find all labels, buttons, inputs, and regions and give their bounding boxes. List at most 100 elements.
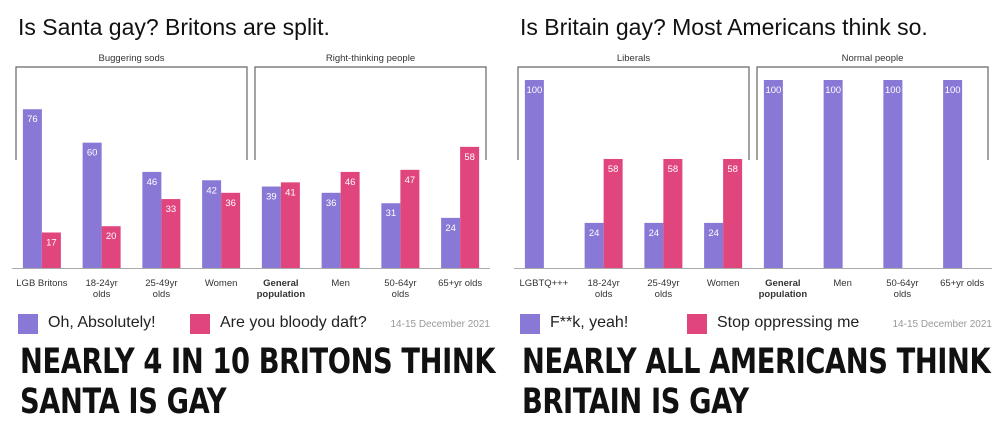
x-tick-label: population	[257, 289, 306, 300]
legend-label-series-a: F**k, yeah!	[550, 314, 629, 331]
bar-value-label: 24	[649, 228, 660, 239]
x-tick-label: population	[759, 289, 808, 300]
bar-series-a	[943, 80, 963, 268]
x-tick-label: olds	[392, 289, 410, 300]
bar-series-a	[22, 109, 42, 268]
bracket-line	[517, 66, 750, 160]
bar-value-label: 36	[225, 198, 236, 209]
caption-line-2: BRITAIN IS GAY	[522, 382, 749, 422]
x-tick-label: General	[263, 278, 298, 289]
caption-line-1: NEARLY 4 IN 10 BRITONS THINK	[20, 342, 496, 382]
bar-value-label: 100	[945, 85, 961, 96]
x-tick-label: Women	[707, 278, 740, 289]
category-group: 100 LGBTQ+++	[519, 80, 569, 289]
legend-label-series-a: Oh, Absolutely!	[48, 314, 156, 331]
bracket-label: Right-thinking people	[326, 53, 415, 64]
x-tick-label: olds	[655, 289, 673, 300]
right-chart-panel: Is Britain gay? Most Americans think so.…	[508, 0, 998, 433]
bar-series-a	[644, 222, 664, 268]
x-tick-label: 50-64yr	[384, 278, 416, 289]
x-tick-label: Men	[331, 278, 349, 289]
bar-series-b	[161, 199, 181, 268]
bar-value-label: 58	[608, 164, 619, 175]
bar-chart: 100LGBTQ+++245818-24yrolds245825-49yrold…	[514, 53, 992, 300]
bar-value-label: 33	[166, 204, 177, 215]
chart-legend: Oh, Absolutely! Are you bloody daft? 14-…	[18, 311, 494, 339]
bar-value-label: 20	[106, 231, 117, 242]
bar-series-b	[400, 169, 420, 268]
meme-caption: NEARLY ALL AMERICANS THINK BRITAIN IS GA…	[522, 342, 991, 422]
bar-value-label: 100	[765, 85, 781, 96]
legend-swatch-series-a	[18, 314, 38, 334]
left-chart-panel: Is Santa gay? Britons are split. 76 17 LGB…	[6, 0, 496, 433]
category-group: 76 17 LGB Britons	[16, 109, 68, 289]
chart-legend: F**k, yeah! Stop oppressing me 14-15 Dec…	[520, 311, 996, 339]
category-group: 42 36 Women	[202, 180, 241, 289]
x-tick-label: olds	[595, 289, 613, 300]
bar-value-label: 42	[206, 185, 217, 196]
bar-series-a	[321, 192, 341, 268]
x-tick-label: Women	[205, 278, 238, 289]
bar-series-b	[340, 171, 360, 268]
x-tick-label: 25-49yr	[145, 278, 177, 289]
x-tick-label: olds	[93, 289, 111, 300]
bracket-line	[15, 66, 248, 160]
bar-value-label: 47	[405, 175, 416, 186]
legend-label-series-b: Stop oppressing me	[717, 314, 860, 331]
bar-value-label: 100	[885, 85, 901, 96]
category-group: 100 Men	[823, 80, 852, 289]
bar-series-a	[584, 222, 604, 268]
bar-series-b	[221, 192, 241, 268]
bar-series-a	[381, 203, 401, 268]
bar-value-label: 24	[445, 223, 456, 234]
bar-value-label: 58	[727, 164, 738, 175]
bar-series-b	[603, 158, 623, 268]
bar-value-label: 58	[464, 152, 475, 163]
bar-value-label: 58	[668, 164, 679, 175]
bar-series-a	[202, 180, 222, 268]
bar-series-a	[261, 186, 281, 268]
x-tick-label: 18-24yr	[588, 278, 620, 289]
bar-series-a	[441, 217, 461, 268]
bar-value-label: 100	[526, 85, 542, 96]
x-tick-label: LGBTQ+++	[519, 278, 568, 289]
bar-series-b	[663, 158, 683, 268]
x-tick-label: 65+yr olds	[940, 278, 984, 289]
x-tick-label: olds	[894, 289, 912, 300]
bar-series-a	[704, 222, 724, 268]
survey-date: 14-15 December 2021	[892, 319, 992, 330]
group-bracket: Buggering sods	[15, 53, 248, 160]
chart-title: Is Santa gay? Britons are split.	[18, 14, 330, 40]
bar-value-label: 46	[345, 177, 356, 188]
bar-series-a	[142, 171, 162, 268]
bar-value-label: 24	[708, 228, 719, 239]
bar-series-a	[524, 80, 544, 268]
x-tick-label: General	[765, 278, 800, 289]
x-tick-label: 65+yr olds	[438, 278, 482, 289]
bar-value-label: 46	[147, 177, 158, 188]
x-tick-label: 50-64yr	[886, 278, 918, 289]
bar-value-label: 76	[27, 114, 38, 125]
bar-value-label: 36	[326, 198, 337, 209]
group-bracket: Normal people	[756, 53, 989, 160]
x-tick-label: 25-49yr	[647, 278, 679, 289]
bar-series-b	[280, 182, 300, 268]
bracket-label: Normal people	[842, 53, 904, 64]
chart-title: Is Britain gay? Most Americans think so.	[520, 14, 928, 40]
legend-swatch-series-b	[687, 314, 707, 334]
legend-swatch-series-b	[190, 314, 210, 334]
bar-value-label: 100	[825, 85, 841, 96]
bar-series-a	[823, 80, 843, 268]
bracket-label: Liberals	[617, 53, 651, 64]
x-tick-label: Men	[833, 278, 851, 289]
bracket-line	[756, 66, 989, 160]
bracket-label: Buggering sods	[98, 53, 164, 64]
bar-value-label: 17	[46, 237, 57, 248]
caption-line-1: NEARLY ALL AMERICANS THINK	[522, 342, 991, 382]
